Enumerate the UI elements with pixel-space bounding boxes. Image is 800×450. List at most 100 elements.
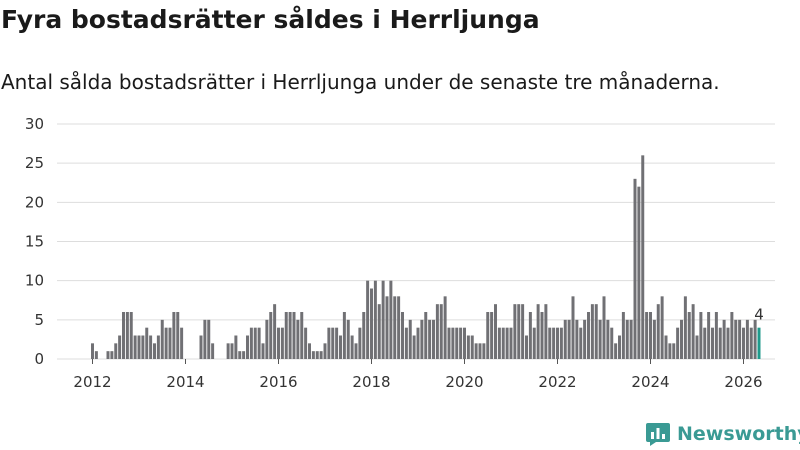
bar [602, 296, 606, 359]
bar [668, 343, 672, 359]
annotations: 4 [754, 306, 764, 324]
bar [389, 280, 393, 359]
bar [513, 304, 517, 359]
x-axis: 2012 2014 2016 2018 2020 2022 2024 2026 [73, 359, 763, 391]
bar [381, 280, 385, 359]
bar [199, 335, 203, 359]
chart-subtitle: Antal sålda bostadsrätter i Herrljunga u… [1, 70, 720, 94]
bar [94, 351, 98, 359]
brand-name: Newsworthy [677, 423, 800, 445]
bars [91, 155, 761, 359]
bar [346, 319, 350, 359]
y-tick-label: 20 [25, 193, 44, 211]
bar [621, 312, 625, 359]
bar [556, 327, 559, 359]
bar [358, 327, 362, 359]
newsworthy-logo[interactable]: Newsworthy [645, 421, 800, 447]
bar [463, 327, 466, 359]
bar [447, 327, 451, 359]
bar [544, 304, 548, 359]
bar [459, 327, 463, 359]
bar [180, 327, 184, 359]
bar [234, 335, 238, 359]
bar [335, 327, 339, 359]
bar [722, 319, 726, 359]
bar [598, 319, 602, 359]
bar [714, 312, 718, 359]
bar [249, 327, 253, 359]
x-tick-label: 2018 [352, 373, 390, 391]
bar [238, 351, 242, 359]
bar [687, 312, 691, 359]
bar [273, 304, 277, 359]
bar [501, 327, 505, 359]
bar [432, 319, 435, 359]
bar [579, 327, 583, 359]
bar [203, 319, 207, 359]
bar [559, 327, 563, 359]
x-tick-label: 2016 [259, 373, 297, 391]
bar [385, 296, 389, 359]
bar [625, 319, 629, 359]
bar [649, 312, 652, 359]
bar [470, 335, 474, 359]
bar [404, 327, 408, 359]
bar [528, 312, 532, 359]
bar [618, 335, 621, 359]
bar [548, 327, 552, 359]
bar [656, 304, 660, 359]
bar [311, 351, 315, 359]
bar [486, 312, 490, 359]
bar [377, 304, 381, 359]
bar [176, 312, 180, 359]
y-tick-label: 10 [25, 272, 44, 290]
y-tick-label: 0 [34, 350, 44, 368]
bar [319, 351, 323, 359]
bar [137, 335, 141, 359]
bar [172, 312, 176, 359]
bar [610, 327, 614, 359]
bar [354, 343, 358, 359]
bar [695, 335, 699, 359]
bar [156, 335, 160, 359]
bar [652, 319, 656, 359]
x-tick-label: 2024 [631, 373, 669, 391]
x-tick-label: 2026 [724, 373, 762, 391]
y-tick-label: 15 [25, 233, 44, 251]
bar [757, 327, 761, 359]
bar [342, 312, 346, 359]
bar [412, 335, 416, 359]
bar [749, 327, 753, 359]
bar [734, 319, 738, 359]
bar [331, 327, 335, 359]
bar [676, 327, 680, 359]
x-tick-label: 2014 [166, 373, 204, 391]
bar [703, 327, 707, 359]
bar [300, 312, 304, 359]
bar [439, 304, 443, 359]
bar [114, 343, 118, 359]
y-tick-label: 30 [25, 115, 44, 133]
bar-chart: 0 5 10 15 20 25 30 2012 2014 2016 2018 2020 2022 202… [25, 115, 775, 391]
bar [362, 312, 366, 359]
bar [680, 319, 683, 359]
bar [304, 327, 308, 359]
bar [168, 327, 172, 359]
bar [443, 296, 447, 359]
bar [110, 351, 114, 359]
bar [637, 186, 641, 359]
bar [370, 288, 373, 359]
x-tick-label: 2012 [73, 373, 111, 391]
bar [571, 296, 575, 359]
bar [284, 312, 288, 359]
bar [532, 327, 536, 359]
bar [339, 335, 342, 359]
bar [614, 343, 618, 359]
bar [296, 319, 300, 359]
bar [129, 312, 133, 359]
bar [226, 343, 230, 359]
newsworthy-icon [646, 423, 670, 446]
bar [575, 319, 579, 359]
bar [738, 319, 742, 359]
bar [455, 327, 459, 359]
